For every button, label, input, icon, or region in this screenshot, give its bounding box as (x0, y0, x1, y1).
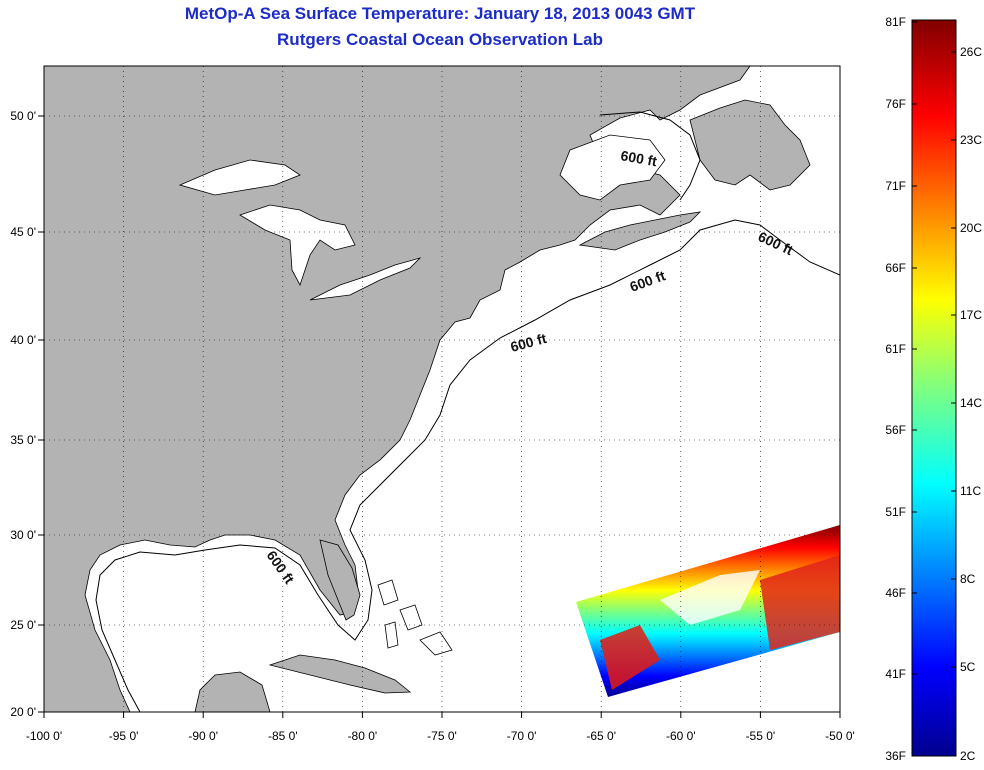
lake-michigan-huron (239, 204, 356, 287)
map-subtitle: Rutgers Coastal Ocean Observation Lab (277, 30, 603, 49)
lat-tick-label: 25 0' (10, 618, 36, 632)
lat-tick-label: 40 0' (10, 333, 36, 347)
colorbar-f-label: 81F (885, 15, 906, 29)
colorbar-c-label: 8C (960, 572, 976, 586)
colorbar-c-ticks: 26C 23C 20C 17C 14C 11C 8C 5C 2C (951, 45, 982, 763)
colorbar-f-label: 76F (885, 97, 906, 111)
islands-bahamas (377, 579, 453, 656)
land-yucatan (194, 671, 271, 712)
depth-label: 600 ft (619, 147, 658, 169)
lon-tick-label: -100 0' (26, 729, 62, 743)
sst-swath-warm (600, 625, 660, 690)
lon-tick-label: -85 0' (268, 729, 298, 743)
land-florida (319, 539, 361, 621)
colorbar-c-label: 2C (960, 749, 976, 763)
colorbar-f-ticks: 81F 76F 71F 66F 61F 56F 51F 46F 41F 36F (885, 15, 917, 763)
sst-swath-cloud (660, 570, 760, 625)
sst-swath-warm-east (760, 555, 840, 650)
lon-tick-label: -60 0' (666, 729, 696, 743)
lat-tick-label: 45 0' (10, 225, 36, 239)
isobath-600ft (95, 219, 840, 712)
land-nova-scotia (578, 211, 702, 251)
colorbar-f-label: 41F (885, 667, 906, 681)
colorbar-f-label: 66F (885, 261, 906, 275)
lon-tick-label: -50 0' (825, 729, 855, 743)
colorbar-c-label: 23C (960, 133, 982, 147)
colorbar-f-label: 56F (885, 423, 906, 437)
colorbar-c-label: 11C (960, 484, 981, 498)
lake-erie-ontario (309, 257, 422, 301)
colorbar-f-label: 46F (885, 586, 906, 600)
lat-tick-label: 30 0' (10, 528, 36, 542)
lat-axis: 50 0' 45 0' 40 0' 35 0' 30 0' 25 0' 20 0' (10, 109, 44, 719)
lon-tick-label: -65 0' (586, 729, 616, 743)
colorbar (911, 19, 957, 757)
lat-tick-label: 20 0' (10, 705, 36, 719)
lon-tick-label: -90 0' (188, 729, 218, 743)
colorbar-f-label: 36F (885, 749, 906, 763)
colorbar-f-label: 61F (885, 342, 906, 356)
land-cuba (268, 654, 412, 694)
lon-axis: -100 0' -95 0' -90 0' -85 0' -80 0' -75 0' -70… (26, 712, 855, 743)
lon-tick-label: -95 0' (109, 729, 139, 743)
colorbar-c-label: 5C (960, 660, 976, 674)
colorbar-c-label: 20C (960, 221, 982, 235)
isobath-600ft-north (599, 111, 701, 201)
lat-tick-label: 50 0' (10, 109, 36, 123)
lon-tick-label: -75 0' (427, 729, 457, 743)
colorbar-f-label: 71F (885, 179, 906, 193)
lon-tick-label: -70 0' (507, 729, 537, 743)
lon-tick-label: -80 0' (348, 729, 378, 743)
gulf-st-lawrence (559, 134, 666, 201)
colorbar-c-label: 14C (960, 396, 982, 410)
map-title: MetOp-A Sea Surface Temperature: January… (184, 4, 696, 23)
lon-tick-label: -55 0' (746, 729, 776, 743)
colorbar-f-label: 51F (885, 505, 906, 519)
colorbar-c-label: 17C (960, 308, 982, 322)
colorbar-c-label: 26C (960, 45, 982, 59)
lake-superior (178, 159, 301, 196)
lat-tick-label: 35 0' (10, 433, 36, 447)
land-newfoundland (689, 99, 811, 191)
